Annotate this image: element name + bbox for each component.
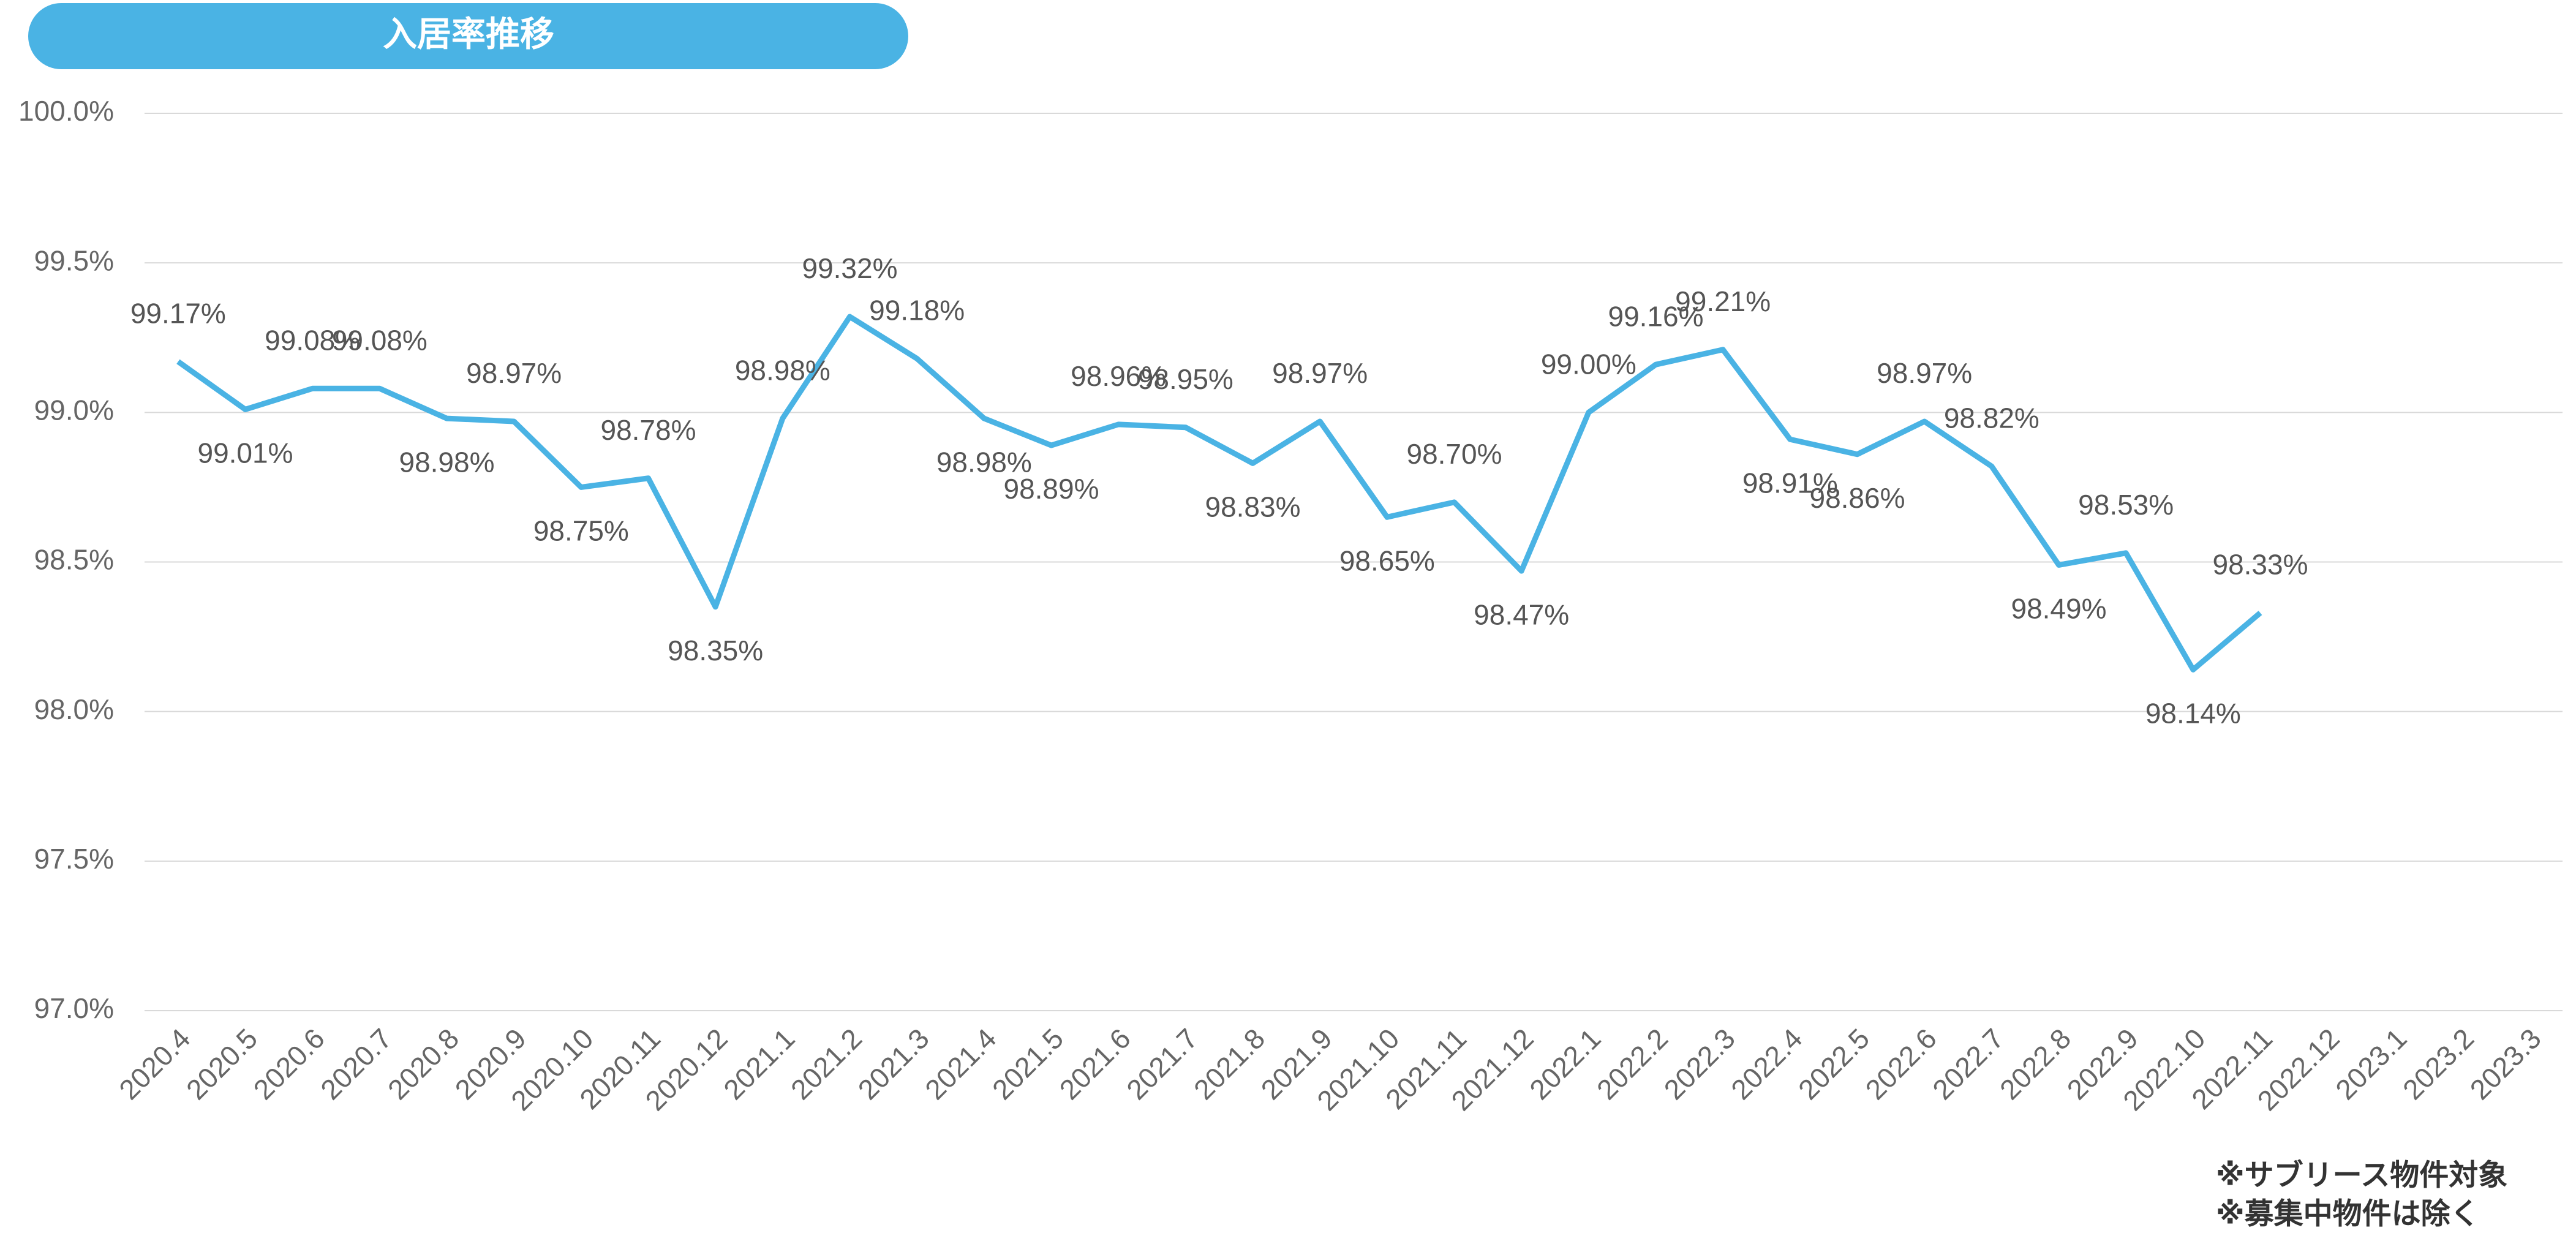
note: ※サブリース物件対象 [2216, 1159, 2507, 1192]
data-label: 98.98% [399, 446, 494, 478]
x-tick-label: 2021.8 [1188, 1022, 1271, 1106]
x-tick-label: 2021.5 [986, 1022, 1069, 1106]
data-label: 98.14% [2145, 697, 2241, 729]
x-tick-label: 2020.4 [113, 1022, 196, 1106]
data-label: 99.08% [332, 324, 427, 356]
data-label: 98.86% [1809, 482, 1905, 514]
data-label: 98.98% [735, 354, 830, 386]
data-label: 98.82% [1944, 402, 2039, 434]
data-label: 98.47% [1474, 598, 1569, 630]
y-tick-label: 98.5% [34, 544, 114, 576]
data-label: 99.17% [130, 297, 226, 329]
note: ※募集中物件は除く [2216, 1198, 2480, 1231]
x-tick-label: 2022.6 [1859, 1022, 1943, 1106]
x-tick-label: 2022.7 [1926, 1022, 2009, 1106]
x-tick-label: 2022.3 [1658, 1022, 1741, 1106]
data-label: 98.35% [668, 635, 763, 666]
data-label: 98.70% [1406, 438, 1502, 470]
y-tick-label: 100.0% [18, 95, 114, 127]
title-pill [28, 3, 908, 69]
x-tick-label: 2021.1 [717, 1022, 800, 1106]
y-tick-label: 99.5% [34, 244, 114, 276]
y-tick-label: 97.5% [34, 843, 114, 875]
data-label: 98.89% [1003, 473, 1099, 505]
x-tick-label: 2021.2 [785, 1022, 868, 1106]
data-label: 99.18% [869, 295, 965, 326]
data-label: 98.49% [2011, 593, 2106, 625]
data-label: 98.83% [1205, 491, 1300, 523]
x-tick-label: 2022.8 [1994, 1022, 2077, 1106]
data-label: 99.08% [265, 324, 360, 356]
x-tick-label: 2020.7 [314, 1022, 397, 1106]
data-label: 98.96% [1071, 360, 1166, 392]
y-tick-label: 99.0% [34, 394, 114, 426]
x-tick-label: 2020.6 [247, 1022, 331, 1106]
data-label: 99.21% [1675, 285, 1771, 317]
x-tick-label: 2023.3 [2464, 1022, 2547, 1106]
data-label: 98.97% [466, 357, 562, 389]
data-label: 98.75% [533, 515, 629, 547]
data-label: 98.53% [2078, 489, 2174, 521]
x-tick-label: 2023.1 [2329, 1022, 2412, 1106]
x-tick-label: 2021.3 [852, 1022, 935, 1106]
y-tick-label: 98.0% [34, 693, 114, 725]
x-tick-label: 2022.5 [1792, 1022, 1875, 1106]
data-label: 99.16% [1608, 300, 1703, 332]
x-tick-label: 2023.2 [2397, 1022, 2480, 1106]
data-label: 99.01% [197, 437, 293, 469]
x-tick-label: 2020.8 [382, 1022, 465, 1106]
data-label: 98.33% [2212, 549, 2308, 581]
data-label: 98.95% [1138, 363, 1233, 395]
data-label: 98.65% [1339, 545, 1435, 576]
data-label: 98.78% [600, 414, 696, 446]
line [176, 314, 2262, 673]
data-label: 98.97% [1272, 357, 1368, 389]
x-tick-label: 2022.4 [1725, 1022, 1808, 1106]
x-tick-label: 2022.2 [1591, 1022, 1674, 1106]
x-tick-label: 2022.1 [1523, 1022, 1606, 1106]
data-label: 98.98% [936, 446, 1032, 478]
x-tick-label: 2021.7 [1120, 1022, 1203, 1106]
data-label: 99.32% [802, 252, 897, 284]
data-label: 98.91% [1742, 467, 1838, 499]
y-tick-label: 97.0% [34, 992, 114, 1024]
x-tick-label: 2021.6 [1053, 1022, 1137, 1106]
data-label: 99.00% [1541, 348, 1636, 380]
x-tick-label: 2020.5 [180, 1022, 263, 1106]
x-tick-label: 2021.4 [919, 1022, 1002, 1106]
data-label: 98.97% [1877, 357, 1972, 389]
chart-title: 入居率推移 [383, 15, 554, 53]
